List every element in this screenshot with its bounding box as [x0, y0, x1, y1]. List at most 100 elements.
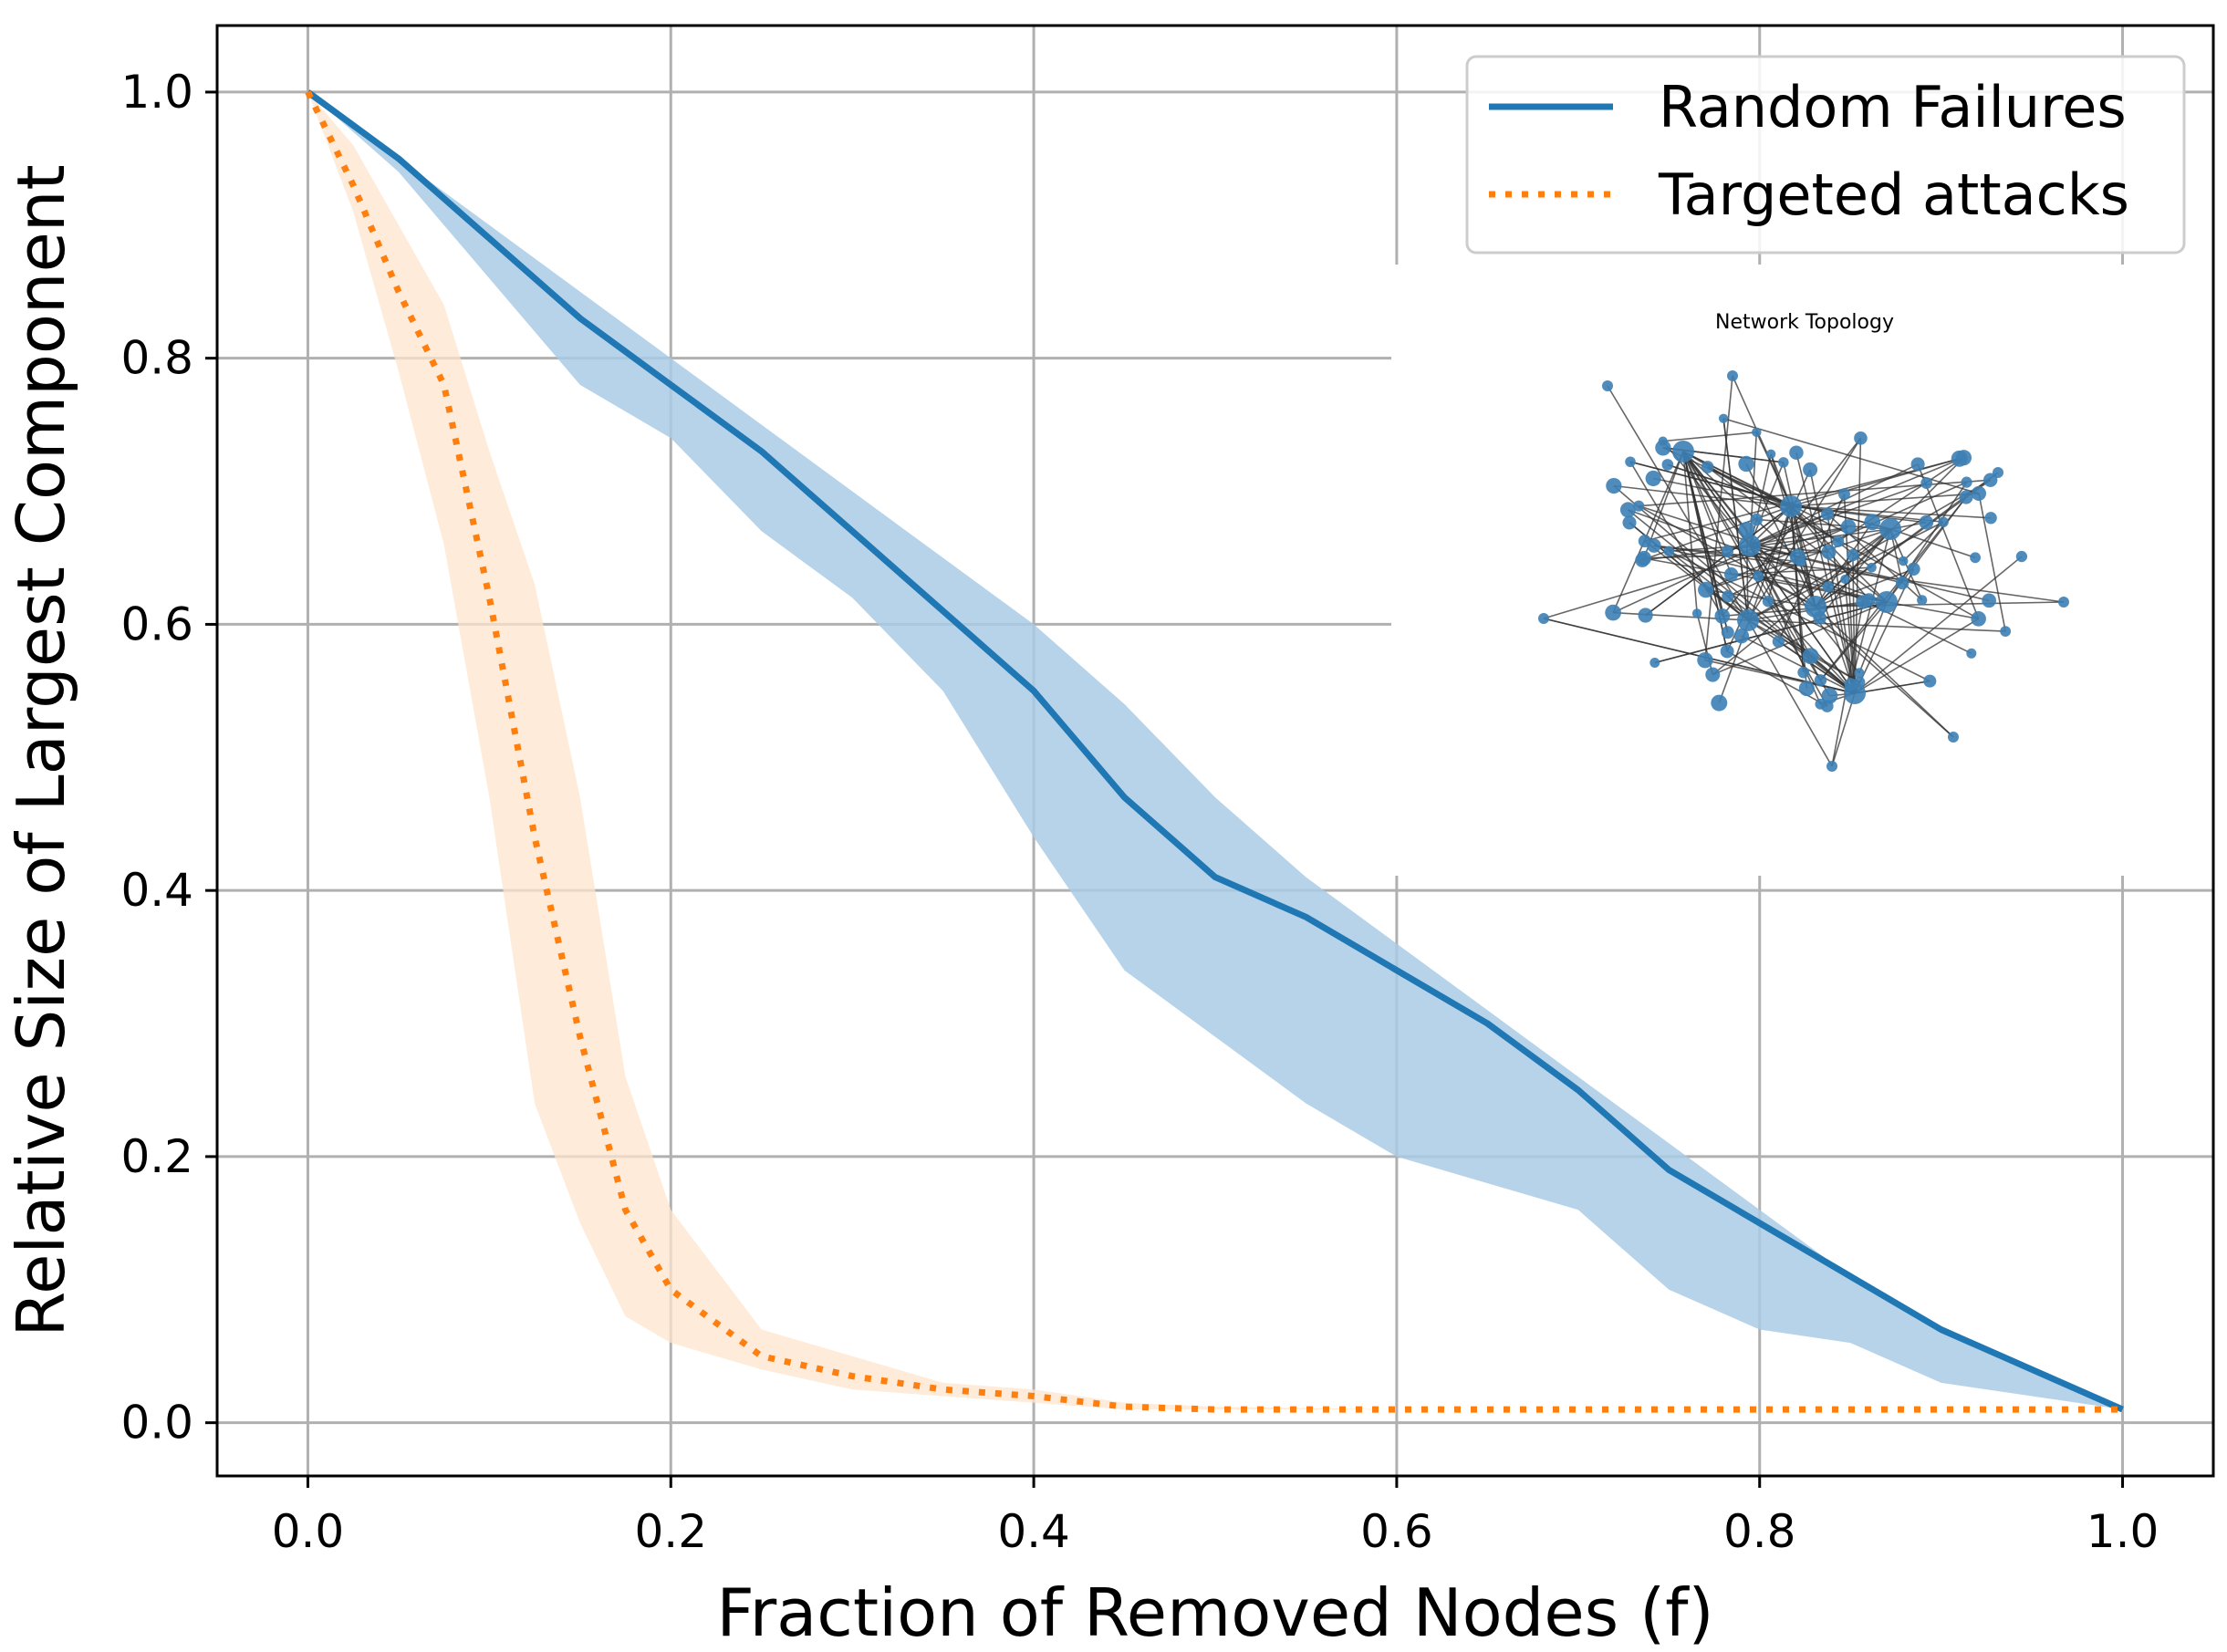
network-edge — [1815, 568, 1914, 608]
network-node — [1733, 628, 1750, 644]
network-node — [1737, 609, 1759, 631]
network-edge — [1844, 578, 1856, 694]
legend-label-1: Targeted attacks — [1658, 161, 2129, 228]
axis-ticks: 0.0 0.2 0.4 0.6 0.8 1.0 0.0 0.2 0.4 0.6 0.8 1.0 — [120, 66, 2159, 1558]
y-tick-label-3: 0.6 — [120, 597, 193, 650]
network-edge — [1831, 692, 1856, 767]
network-node — [1917, 595, 1928, 606]
network-node — [2000, 626, 2012, 637]
network-edge — [1826, 514, 1856, 694]
network-edge — [1704, 375, 1733, 660]
network-node — [1796, 556, 1806, 567]
network-node — [1876, 591, 1898, 613]
inset-title: Network Topology — [1715, 311, 1894, 334]
network-edge — [1854, 680, 1930, 694]
x-axis-title: Fraction of Removed Nodes (f) — [716, 1574, 1713, 1651]
inset-network-topology: Network Topology — [1391, 265, 2212, 876]
network-node — [1739, 535, 1761, 556]
network-edge — [1815, 606, 1954, 738]
network-edge — [1732, 375, 1792, 507]
x-tick-label-3: 0.6 — [1360, 1505, 1433, 1558]
network-node — [1718, 413, 1729, 423]
network-node — [1938, 516, 1949, 527]
network-node — [1697, 651, 1713, 669]
series-lines — [305, 89, 2124, 1413]
y-tick-label-2: 0.4 — [120, 864, 193, 917]
y-tick-label-5: 1.0 — [120, 66, 193, 119]
network-node — [1982, 473, 1998, 487]
network-node — [1813, 611, 1826, 625]
network-node — [1606, 477, 1622, 494]
network-edge — [1790, 505, 1888, 603]
network-edge — [1749, 545, 1829, 553]
network-edge — [1653, 477, 1792, 507]
network-node — [1959, 490, 1973, 504]
network-edge — [1749, 545, 1822, 705]
network-edge — [1543, 525, 1849, 619]
network-node — [1738, 455, 1754, 473]
network-node — [1821, 545, 1837, 560]
network-edge — [1612, 513, 1828, 614]
network-edge — [1682, 451, 1698, 614]
network-edge — [1682, 451, 1856, 694]
network-edge — [1662, 431, 1757, 442]
network-edge — [1645, 505, 1792, 617]
network-edge — [1741, 635, 1856, 694]
network-node — [1780, 495, 1802, 517]
network-edge — [1682, 451, 1792, 507]
network-node — [1789, 445, 1804, 460]
network-node — [1826, 761, 1837, 772]
network-node — [1698, 581, 1714, 598]
network-node — [1961, 476, 1972, 488]
x-tick-label-1: 0.2 — [635, 1505, 708, 1558]
network-edge — [1682, 451, 1729, 633]
network-node — [1867, 562, 1877, 573]
network-node — [1711, 694, 1728, 712]
x-tick-label-4: 0.8 — [1723, 1505, 1796, 1558]
network-node — [1602, 380, 1613, 391]
network-edge — [1749, 482, 1927, 546]
network-node — [1821, 507, 1835, 521]
network-edge — [1795, 452, 1856, 694]
network-edge — [1747, 619, 1833, 767]
network-edge — [1797, 481, 1967, 558]
network-node — [1605, 604, 1621, 621]
legend-label-0: Random Failures — [1659, 74, 2127, 140]
network-node — [1672, 441, 1694, 462]
network-node — [1722, 590, 1734, 603]
network-node — [1802, 648, 1819, 665]
network-node — [1538, 613, 1549, 624]
network-edge — [1854, 568, 1915, 694]
network-node — [1625, 456, 1636, 468]
network-node — [1821, 687, 1838, 704]
x-tick-label-5: 1.0 — [2087, 1505, 2159, 1558]
network-node — [1638, 535, 1651, 548]
network-edge — [1749, 545, 1816, 608]
network-node — [1815, 698, 1826, 710]
network-node — [1837, 488, 1850, 501]
network-edge — [1819, 617, 1954, 738]
network-node — [1822, 581, 1835, 593]
network-node — [1705, 667, 1721, 682]
network-edge — [1747, 437, 1862, 621]
network-edge — [1705, 588, 1860, 683]
network-edge — [1790, 458, 1960, 507]
network-node — [1635, 553, 1650, 567]
legend: Random Failures Targeted attacks — [1465, 55, 2186, 255]
network-node — [1948, 732, 1959, 743]
network-edge — [1722, 418, 1749, 621]
network-edge — [1889, 528, 1976, 559]
network-edge — [1712, 601, 1888, 676]
network-node — [1721, 545, 1734, 558]
network-node — [1619, 502, 1636, 518]
network-node — [1762, 596, 1774, 608]
network-node — [1655, 440, 1671, 456]
network-node — [1832, 535, 1845, 547]
network-node — [1840, 519, 1857, 535]
network-edge — [1747, 619, 1860, 683]
network-edge — [1747, 619, 2006, 632]
x-tick-label-0: 0.0 — [272, 1505, 345, 1558]
network-node — [1854, 431, 1868, 445]
network-edge — [1722, 418, 1980, 494]
